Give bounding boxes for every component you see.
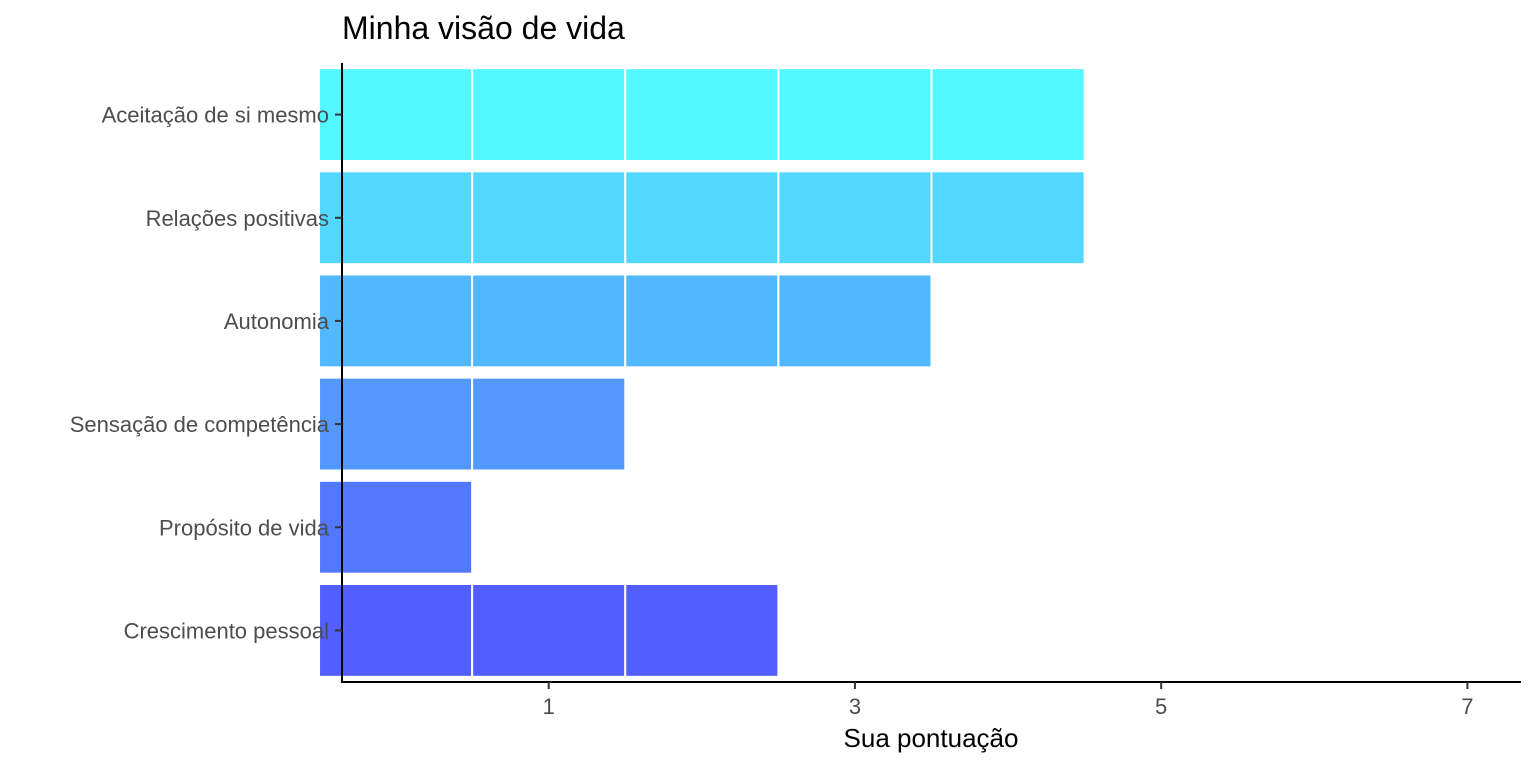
bar-segment <box>471 170 627 266</box>
x-tick-label: 5 <box>1155 694 1167 719</box>
bar-segment <box>624 273 780 369</box>
x-ticks-group: 1 3 5 7 <box>543 682 1474 719</box>
y-tick-label: Autonomia <box>224 309 330 334</box>
bar-segment <box>318 170 474 266</box>
bar-segment <box>930 170 1086 266</box>
bar-segment <box>471 376 627 472</box>
bar-segment <box>318 376 474 472</box>
y-tick-label: Propósito de vida <box>159 515 330 540</box>
x-tick-label: 1 <box>543 694 555 719</box>
axes-group <box>341 63 1521 683</box>
x-axis-label: Sua pontuação <box>844 723 1019 753</box>
y-ticks-group: Aceitação de si mesmo Relações positivas A… <box>70 103 342 643</box>
x-tick-label: 3 <box>849 694 861 719</box>
bar-segment <box>777 170 933 266</box>
bar-segment <box>624 170 780 266</box>
bar-segment <box>624 67 780 163</box>
bars-group <box>318 67 1086 678</box>
bar-segment <box>318 479 474 575</box>
y-tick-label: Crescimento pessoal <box>124 618 329 643</box>
x-tick-label: 7 <box>1461 694 1473 719</box>
bar-segment <box>777 67 933 163</box>
y-tick-label: Aceitação de si mesmo <box>102 103 329 128</box>
chart-title: Minha visão de vida <box>342 10 625 46</box>
bar-segment <box>318 67 474 163</box>
bar-segment <box>471 67 627 163</box>
bar-segment <box>318 582 474 678</box>
bar-segment <box>471 582 627 678</box>
bar-segment <box>777 273 933 369</box>
y-tick-label: Sensação de competência <box>70 412 330 437</box>
bar-segment <box>930 67 1086 163</box>
bar-segment <box>318 273 474 369</box>
bar-segment <box>471 273 627 369</box>
bar-segment <box>624 582 780 678</box>
y-tick-label: Relações positivas <box>146 206 329 231</box>
